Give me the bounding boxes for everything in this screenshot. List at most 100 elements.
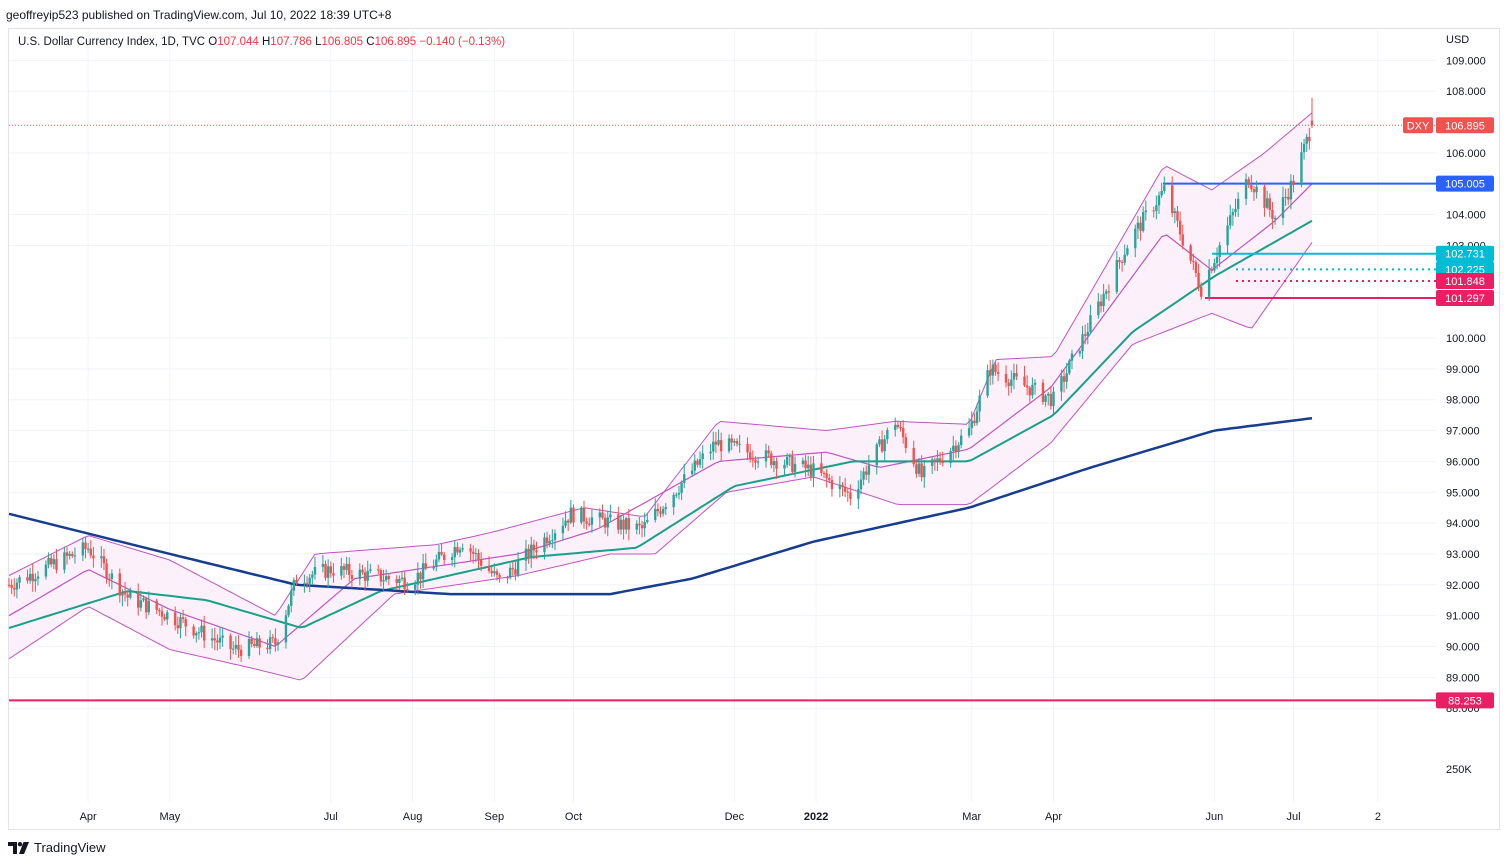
candle-body xyxy=(1118,260,1121,262)
y-tick-label: 99.000 xyxy=(1446,364,1480,376)
last-price-box xyxy=(1436,117,1494,134)
candle-body xyxy=(807,464,810,469)
candle-body xyxy=(147,600,150,613)
candle-body xyxy=(849,492,852,499)
y-tick-label: 92.000 xyxy=(1446,580,1480,592)
candle-body xyxy=(775,461,778,469)
open-label: O xyxy=(208,36,218,48)
price-label-text: 102.731 xyxy=(1445,249,1485,261)
candle-body xyxy=(126,594,129,598)
candle-body xyxy=(830,480,834,490)
candle-body xyxy=(1181,234,1184,246)
candle-body xyxy=(1144,210,1148,213)
candle-body xyxy=(1194,261,1198,274)
candle-body xyxy=(917,463,921,474)
candle-body xyxy=(361,569,364,573)
candle-body xyxy=(268,637,272,650)
candle-body xyxy=(1244,179,1248,199)
candle-body xyxy=(218,637,222,643)
y-tick-label: 89.000 xyxy=(1446,672,1480,684)
candle-body xyxy=(1060,376,1063,392)
candle-body xyxy=(1004,373,1008,383)
x-tick-label: Jul xyxy=(324,811,338,823)
candle-body xyxy=(561,525,565,534)
candle-body xyxy=(1263,186,1266,208)
candle-body xyxy=(110,573,114,579)
candle-body xyxy=(1044,395,1047,402)
candle-body xyxy=(991,364,995,376)
candle-body xyxy=(680,482,683,493)
candle-body xyxy=(28,573,32,581)
candle-body xyxy=(738,443,741,445)
candle-body xyxy=(865,471,868,475)
candle-body xyxy=(1070,353,1074,361)
candle-body xyxy=(973,420,976,424)
candle-body xyxy=(733,441,736,443)
candle-body xyxy=(1171,185,1174,214)
price-label-box xyxy=(1436,245,1494,262)
change-value: −0.140 (−0.13%) xyxy=(419,36,506,48)
x-tick-label: 2022 xyxy=(804,811,828,823)
candle-body xyxy=(793,464,797,472)
candle-body xyxy=(284,615,288,643)
candle-body xyxy=(311,574,314,578)
candle-body xyxy=(487,565,491,571)
price-label-text: 88.253 xyxy=(1448,695,1482,707)
candle-body xyxy=(1078,351,1082,354)
candle-body xyxy=(661,508,665,514)
candle-body xyxy=(838,484,842,490)
price-label-box xyxy=(1436,175,1494,192)
candle-body xyxy=(603,517,607,528)
candle-body xyxy=(809,464,813,477)
candle-body xyxy=(47,558,50,565)
candle-body xyxy=(730,438,733,443)
candle-body xyxy=(1041,382,1045,402)
candle-body xyxy=(160,611,164,617)
candle-body xyxy=(857,489,860,499)
candle-body xyxy=(994,364,997,373)
candle-body xyxy=(912,448,915,465)
candle-body xyxy=(163,616,166,620)
candle-body xyxy=(86,548,90,550)
candle-body xyxy=(949,451,952,464)
candle-body xyxy=(915,464,918,474)
candle-body xyxy=(173,612,177,626)
candle-body xyxy=(1152,210,1155,212)
candle-body xyxy=(1271,210,1274,219)
candle-body xyxy=(324,563,327,578)
candle-body xyxy=(751,459,755,461)
candle-body xyxy=(379,570,383,582)
candle-body xyxy=(1083,334,1087,336)
candle-body xyxy=(590,517,594,525)
candle-body xyxy=(548,540,551,544)
candle-body xyxy=(598,512,602,518)
candle-body xyxy=(271,637,274,639)
candle-body xyxy=(923,465,926,478)
candle-body xyxy=(166,612,169,620)
candle-body xyxy=(73,555,77,557)
candle-body xyxy=(15,582,19,590)
candle-body xyxy=(952,445,955,452)
bollinger-bands xyxy=(8,112,1313,681)
candle-body xyxy=(1047,393,1050,396)
candle-body xyxy=(295,579,298,584)
symbol-tag-box xyxy=(1403,117,1433,134)
candle-body xyxy=(551,539,554,541)
candle-body xyxy=(609,514,612,518)
candle-body xyxy=(181,617,185,620)
candle-body xyxy=(290,590,293,606)
candle-body xyxy=(313,567,317,575)
candle-body xyxy=(532,544,536,551)
x-tick-label: May xyxy=(160,811,181,823)
candle-body xyxy=(1178,220,1182,235)
candle-body xyxy=(1068,360,1071,374)
candle-body xyxy=(213,638,216,641)
candle-body xyxy=(326,566,330,578)
candle-body xyxy=(305,582,309,584)
candle-body xyxy=(332,573,335,576)
moving-average-long-line xyxy=(8,416,1313,596)
candle-body xyxy=(210,638,214,641)
candle-body xyxy=(756,461,760,463)
